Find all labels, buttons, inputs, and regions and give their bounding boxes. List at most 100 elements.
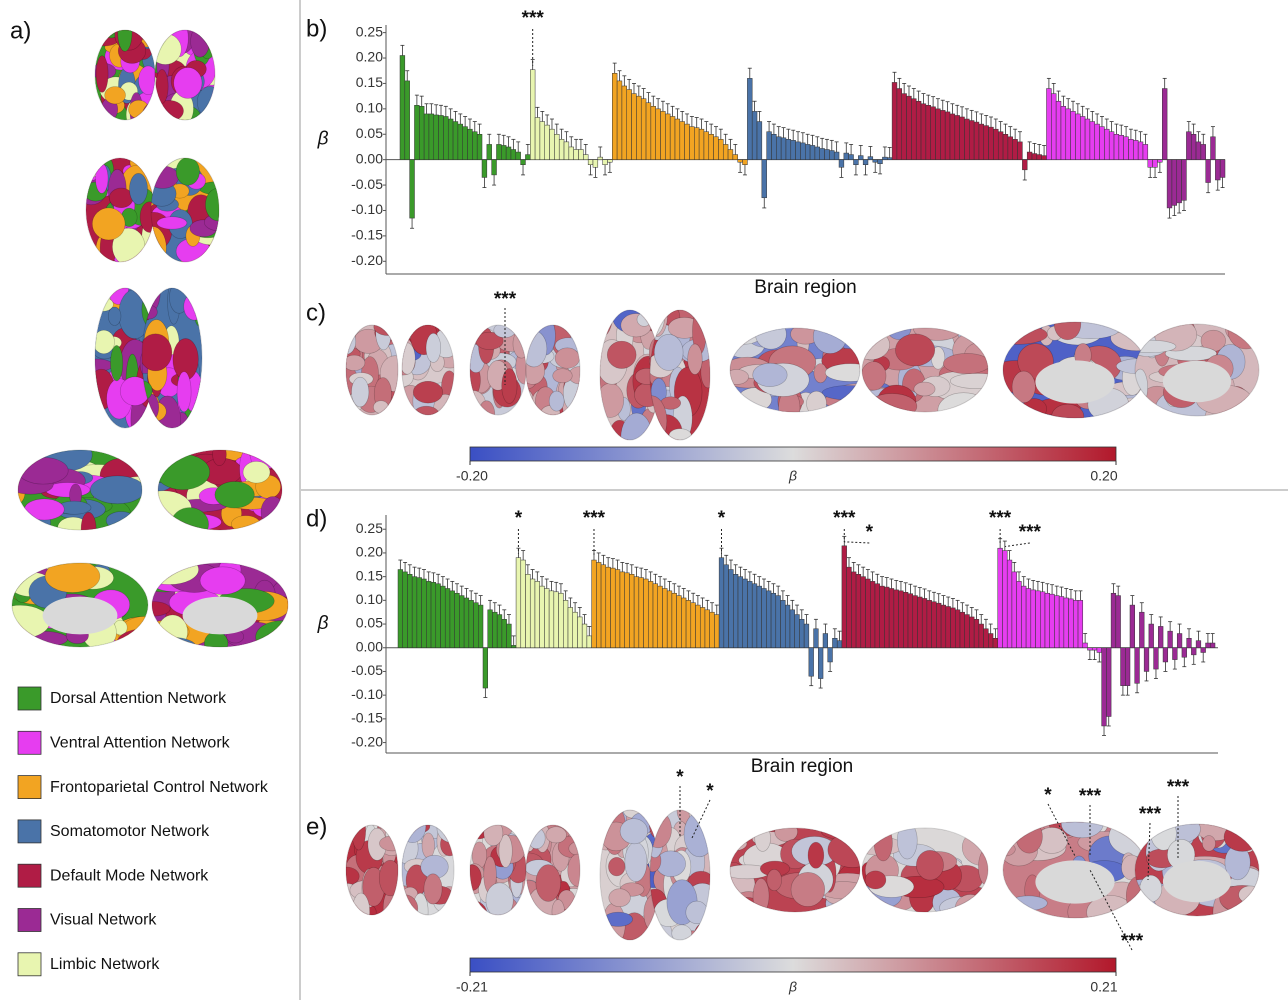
bar (525, 574, 531, 648)
bar (1153, 647, 1159, 670)
brain-parcel (568, 840, 580, 856)
brain-parcel (752, 362, 788, 387)
brain-parcel (151, 249, 166, 262)
brain-outline (1134, 323, 1260, 417)
brain-outline (401, 324, 455, 416)
bar (1022, 159, 1028, 171)
bar (433, 114, 439, 160)
bar (515, 151, 521, 160)
bar (587, 159, 594, 165)
brain-parcel (470, 899, 488, 915)
bar (600, 564, 607, 648)
bar (650, 106, 656, 160)
bar (662, 588, 668, 648)
bar (1026, 151, 1033, 160)
bar (867, 156, 874, 160)
bar (728, 569, 734, 648)
bar (818, 647, 824, 679)
brain (402, 825, 454, 915)
bar (572, 611, 578, 648)
bar (950, 607, 956, 648)
bar (846, 566, 852, 648)
bar (785, 139, 792, 160)
brain (142, 288, 202, 428)
annotation-leader (1047, 803, 1076, 857)
bar (780, 600, 786, 648)
bar (1087, 647, 1093, 651)
brain-parcel (1139, 874, 1163, 903)
bar (973, 619, 980, 648)
annotation: *** (494, 289, 517, 310)
bar (525, 154, 531, 160)
legend-swatch (17, 863, 42, 888)
bar (655, 108, 661, 160)
bar (1055, 100, 1062, 160)
brain-outline (525, 324, 581, 416)
bar (397, 569, 403, 648)
bar (610, 567, 616, 648)
annotation: *** (833, 508, 856, 529)
bar (959, 611, 965, 648)
brain-parcel (378, 859, 398, 897)
bar (1089, 121, 1095, 160)
bar (944, 111, 951, 160)
y-tick-label: -0.20 (351, 733, 383, 749)
bar (404, 80, 410, 160)
bar (1046, 88, 1052, 160)
brain-parcel (554, 347, 580, 369)
bar (586, 635, 592, 648)
bar (605, 566, 611, 648)
brain-parcel (175, 158, 200, 186)
bar (638, 577, 644, 648)
bar (1190, 134, 1197, 160)
bar (714, 614, 720, 648)
bar (402, 571, 408, 648)
bar (756, 585, 762, 648)
brain-parcel (687, 343, 703, 375)
bar (751, 583, 758, 648)
bar (491, 159, 497, 176)
bar (917, 596, 923, 648)
bar (1181, 159, 1187, 201)
brain-parcel (204, 631, 229, 647)
bar (612, 73, 618, 160)
bar (703, 131, 710, 160)
medial-wall (1035, 360, 1115, 404)
bar (896, 88, 903, 160)
bar (421, 578, 427, 648)
bar (800, 142, 806, 160)
brain-outline (861, 327, 989, 413)
brain-parcel (812, 328, 848, 354)
y-tick-label: -0.05 (351, 662, 383, 678)
bar (414, 105, 420, 160)
brain-parcel (44, 563, 101, 593)
bar (614, 569, 621, 648)
brain-outline (157, 449, 283, 531)
bar (888, 588, 895, 648)
brain (650, 310, 710, 440)
brain-parcel (485, 882, 514, 915)
bar (969, 120, 975, 160)
bar (592, 159, 599, 168)
bar (887, 157, 893, 160)
bar (848, 154, 854, 160)
bar (776, 136, 782, 160)
brain-outline (141, 287, 203, 429)
brain-outline (154, 29, 216, 121)
bar (689, 126, 695, 160)
brain-parcel (138, 65, 155, 95)
brain-parcel (170, 507, 209, 530)
annotation: * (515, 508, 523, 529)
brain-parcel (1235, 324, 1259, 338)
brain-parcel (413, 405, 440, 415)
bar (666, 590, 673, 648)
bar (722, 144, 729, 160)
bar (761, 159, 767, 199)
legend-label: Default Mode Network (50, 867, 209, 884)
brain-parcel (104, 86, 126, 105)
brain (650, 810, 710, 940)
bar (771, 134, 777, 160)
bar (544, 588, 550, 648)
y-tick-label: -0.05 (351, 176, 383, 192)
brain-parcel (1053, 322, 1082, 341)
